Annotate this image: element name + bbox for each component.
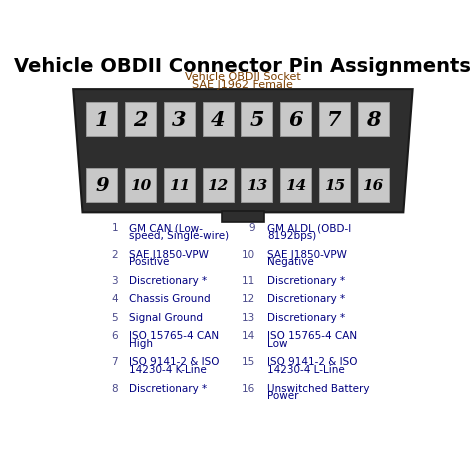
Text: Power: Power bbox=[267, 390, 299, 400]
Text: 3: 3 bbox=[172, 110, 187, 130]
Text: 14230-4 K-Line: 14230-4 K-Line bbox=[129, 364, 207, 374]
Text: 12: 12 bbox=[208, 179, 229, 193]
Text: 2: 2 bbox=[111, 249, 118, 259]
Text: SAE J1850-VPW: SAE J1850-VPW bbox=[267, 249, 347, 259]
FancyBboxPatch shape bbox=[357, 169, 389, 203]
Text: 5: 5 bbox=[111, 312, 118, 322]
Text: 7: 7 bbox=[327, 110, 342, 130]
Text: Discretionary *: Discretionary * bbox=[129, 275, 207, 285]
Text: 4: 4 bbox=[211, 110, 225, 130]
Text: Chassis Ground: Chassis Ground bbox=[129, 293, 210, 303]
Text: speed, Single-wire): speed, Single-wire) bbox=[129, 231, 229, 241]
Text: SAE J1850-VPW: SAE J1850-VPW bbox=[129, 249, 209, 259]
Text: Negative: Negative bbox=[267, 257, 314, 267]
Text: 14: 14 bbox=[242, 330, 255, 340]
FancyBboxPatch shape bbox=[222, 211, 264, 222]
Text: 7: 7 bbox=[111, 357, 118, 367]
Text: 10: 10 bbox=[130, 179, 151, 193]
Text: Discretionary *: Discretionary * bbox=[129, 383, 207, 393]
Text: 3: 3 bbox=[111, 275, 118, 285]
Text: Signal Ground: Signal Ground bbox=[129, 312, 203, 322]
Text: Discretionary *: Discretionary * bbox=[267, 293, 345, 303]
FancyBboxPatch shape bbox=[86, 169, 118, 203]
Polygon shape bbox=[73, 90, 413, 213]
FancyBboxPatch shape bbox=[241, 169, 273, 203]
FancyBboxPatch shape bbox=[241, 103, 273, 137]
Text: 8: 8 bbox=[111, 383, 118, 393]
Text: Discretionary *: Discretionary * bbox=[267, 275, 345, 285]
FancyBboxPatch shape bbox=[319, 103, 350, 137]
Text: 11: 11 bbox=[169, 179, 190, 193]
FancyBboxPatch shape bbox=[280, 103, 311, 137]
FancyBboxPatch shape bbox=[357, 103, 389, 137]
Text: Vehicle OBDII Connector Pin Assignments: Vehicle OBDII Connector Pin Assignments bbox=[15, 57, 471, 76]
Text: 8192bps): 8192bps) bbox=[267, 231, 316, 241]
Text: 6: 6 bbox=[288, 110, 303, 130]
FancyBboxPatch shape bbox=[86, 103, 118, 137]
FancyBboxPatch shape bbox=[125, 169, 156, 203]
Text: 9: 9 bbox=[249, 223, 255, 233]
Text: ISO 15765-4 CAN: ISO 15765-4 CAN bbox=[129, 330, 219, 340]
FancyBboxPatch shape bbox=[319, 169, 350, 203]
FancyBboxPatch shape bbox=[202, 103, 234, 137]
Text: 8: 8 bbox=[366, 110, 380, 130]
Text: 5: 5 bbox=[250, 110, 264, 130]
Text: Vehicle OBDII Socket: Vehicle OBDII Socket bbox=[185, 71, 301, 81]
Text: 1: 1 bbox=[111, 223, 118, 233]
Text: ISO 9141-2 & ISO: ISO 9141-2 & ISO bbox=[129, 357, 219, 367]
Text: GM ALDL (OBD-I: GM ALDL (OBD-I bbox=[267, 223, 351, 233]
Text: Unswitched Battery: Unswitched Battery bbox=[267, 383, 369, 393]
Text: 6: 6 bbox=[111, 330, 118, 340]
FancyBboxPatch shape bbox=[125, 103, 156, 137]
Text: 11: 11 bbox=[242, 275, 255, 285]
Text: 15: 15 bbox=[242, 357, 255, 367]
Text: 9: 9 bbox=[95, 177, 109, 195]
Text: 14: 14 bbox=[285, 179, 306, 193]
Text: 10: 10 bbox=[242, 249, 255, 259]
Text: Positive: Positive bbox=[129, 257, 169, 267]
Text: 15: 15 bbox=[324, 179, 345, 193]
FancyBboxPatch shape bbox=[280, 169, 311, 203]
Text: 14230-4 L-Line: 14230-4 L-Line bbox=[267, 364, 345, 374]
Text: SAE J1962 Female: SAE J1962 Female bbox=[192, 80, 293, 90]
Text: High: High bbox=[129, 338, 153, 348]
Text: Discretionary *: Discretionary * bbox=[267, 312, 345, 322]
FancyBboxPatch shape bbox=[164, 103, 195, 137]
Text: 16: 16 bbox=[363, 179, 384, 193]
Text: 16: 16 bbox=[242, 383, 255, 393]
Text: 4: 4 bbox=[111, 293, 118, 303]
FancyBboxPatch shape bbox=[202, 169, 234, 203]
Text: 1: 1 bbox=[95, 110, 109, 130]
Text: ISO 9141-2 & ISO: ISO 9141-2 & ISO bbox=[267, 357, 357, 367]
Text: 12: 12 bbox=[242, 293, 255, 303]
Text: Low: Low bbox=[267, 338, 287, 348]
Text: 2: 2 bbox=[133, 110, 148, 130]
Text: 13: 13 bbox=[242, 312, 255, 322]
FancyBboxPatch shape bbox=[164, 169, 195, 203]
Text: 13: 13 bbox=[246, 179, 267, 193]
Text: ISO 15765-4 CAN: ISO 15765-4 CAN bbox=[267, 330, 357, 340]
Text: GM CAN (Low-: GM CAN (Low- bbox=[129, 223, 203, 233]
